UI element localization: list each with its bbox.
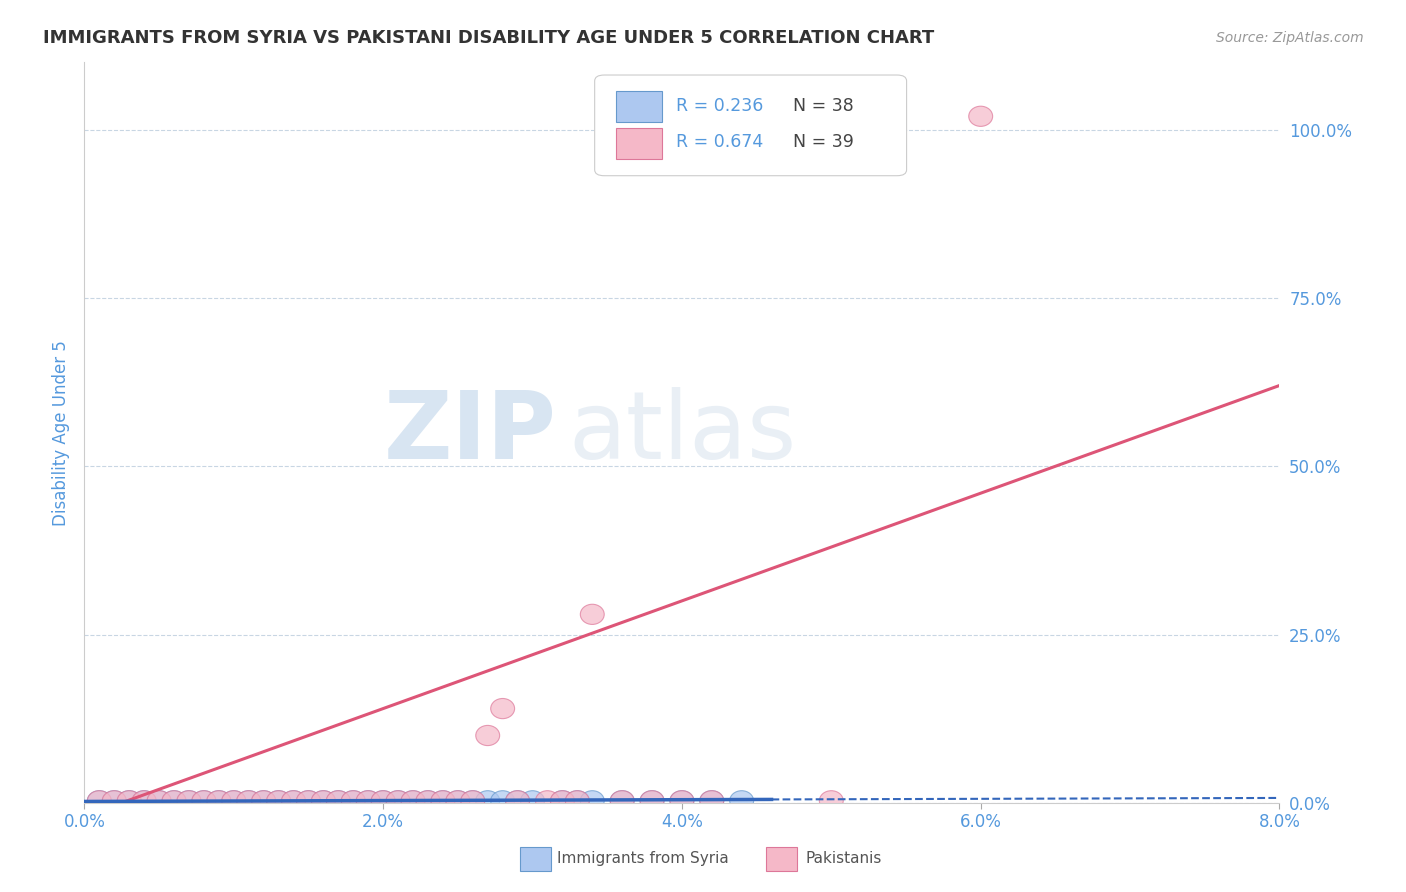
Ellipse shape xyxy=(700,790,724,811)
Ellipse shape xyxy=(506,790,530,811)
Ellipse shape xyxy=(401,790,425,811)
FancyBboxPatch shape xyxy=(595,75,907,176)
Ellipse shape xyxy=(416,790,440,811)
Ellipse shape xyxy=(371,790,395,811)
Bar xyxy=(616,91,662,121)
Ellipse shape xyxy=(87,790,111,811)
Ellipse shape xyxy=(193,790,217,811)
Ellipse shape xyxy=(356,790,380,811)
Ellipse shape xyxy=(671,790,695,811)
Ellipse shape xyxy=(312,790,336,811)
Ellipse shape xyxy=(387,790,411,811)
Ellipse shape xyxy=(640,790,664,811)
Ellipse shape xyxy=(432,790,456,811)
Ellipse shape xyxy=(356,790,380,811)
Ellipse shape xyxy=(162,790,186,811)
Ellipse shape xyxy=(700,790,724,811)
Ellipse shape xyxy=(326,790,350,811)
Ellipse shape xyxy=(132,790,156,811)
Ellipse shape xyxy=(401,790,425,811)
Ellipse shape xyxy=(87,790,111,811)
Bar xyxy=(616,128,662,159)
Ellipse shape xyxy=(581,604,605,624)
Ellipse shape xyxy=(461,790,485,811)
Ellipse shape xyxy=(117,790,141,811)
Ellipse shape xyxy=(236,790,260,811)
Ellipse shape xyxy=(281,790,305,811)
Text: N = 39: N = 39 xyxy=(793,133,853,151)
Ellipse shape xyxy=(671,790,695,811)
Text: Source: ZipAtlas.com: Source: ZipAtlas.com xyxy=(1216,31,1364,45)
Ellipse shape xyxy=(148,790,172,811)
Ellipse shape xyxy=(565,790,589,811)
Ellipse shape xyxy=(326,790,350,811)
Text: N = 38: N = 38 xyxy=(793,97,853,115)
Ellipse shape xyxy=(252,790,276,811)
Ellipse shape xyxy=(371,790,395,811)
Ellipse shape xyxy=(281,790,305,811)
Ellipse shape xyxy=(536,790,560,811)
Ellipse shape xyxy=(475,725,499,746)
Ellipse shape xyxy=(640,790,664,811)
Text: R = 0.674: R = 0.674 xyxy=(676,133,763,151)
Ellipse shape xyxy=(297,790,321,811)
Ellipse shape xyxy=(461,790,485,811)
Ellipse shape xyxy=(506,790,530,811)
Text: R = 0.236: R = 0.236 xyxy=(676,97,763,115)
Ellipse shape xyxy=(267,790,291,811)
Ellipse shape xyxy=(162,790,186,811)
Ellipse shape xyxy=(207,790,231,811)
Ellipse shape xyxy=(236,790,260,811)
Y-axis label: Disability Age Under 5: Disability Age Under 5 xyxy=(52,340,70,525)
Ellipse shape xyxy=(193,790,217,811)
Ellipse shape xyxy=(610,790,634,811)
Ellipse shape xyxy=(969,106,993,127)
Ellipse shape xyxy=(297,790,321,811)
Ellipse shape xyxy=(103,790,127,811)
Ellipse shape xyxy=(342,790,366,811)
Ellipse shape xyxy=(432,790,456,811)
Ellipse shape xyxy=(446,790,470,811)
Ellipse shape xyxy=(177,790,201,811)
Ellipse shape xyxy=(446,790,470,811)
Ellipse shape xyxy=(491,790,515,811)
Ellipse shape xyxy=(177,790,201,811)
Text: ZIP: ZIP xyxy=(384,386,557,479)
Ellipse shape xyxy=(252,790,276,811)
Ellipse shape xyxy=(267,790,291,811)
Ellipse shape xyxy=(222,790,246,811)
Ellipse shape xyxy=(581,790,605,811)
Text: Pakistanis: Pakistanis xyxy=(806,852,882,866)
Text: Immigrants from Syria: Immigrants from Syria xyxy=(557,852,728,866)
Ellipse shape xyxy=(103,790,127,811)
Ellipse shape xyxy=(312,790,336,811)
Ellipse shape xyxy=(222,790,246,811)
Ellipse shape xyxy=(520,790,544,811)
Ellipse shape xyxy=(551,790,575,811)
Ellipse shape xyxy=(730,790,754,811)
Ellipse shape xyxy=(551,790,575,811)
Ellipse shape xyxy=(342,790,366,811)
Ellipse shape xyxy=(207,790,231,811)
Ellipse shape xyxy=(820,790,844,811)
Text: atlas: atlas xyxy=(568,386,797,479)
Ellipse shape xyxy=(117,790,141,811)
Ellipse shape xyxy=(610,790,634,811)
Ellipse shape xyxy=(475,790,499,811)
Ellipse shape xyxy=(491,698,515,719)
Ellipse shape xyxy=(132,790,156,811)
Ellipse shape xyxy=(416,790,440,811)
Ellipse shape xyxy=(387,790,411,811)
Ellipse shape xyxy=(565,790,589,811)
Ellipse shape xyxy=(148,790,172,811)
Text: IMMIGRANTS FROM SYRIA VS PAKISTANI DISABILITY AGE UNDER 5 CORRELATION CHART: IMMIGRANTS FROM SYRIA VS PAKISTANI DISAB… xyxy=(42,29,934,47)
